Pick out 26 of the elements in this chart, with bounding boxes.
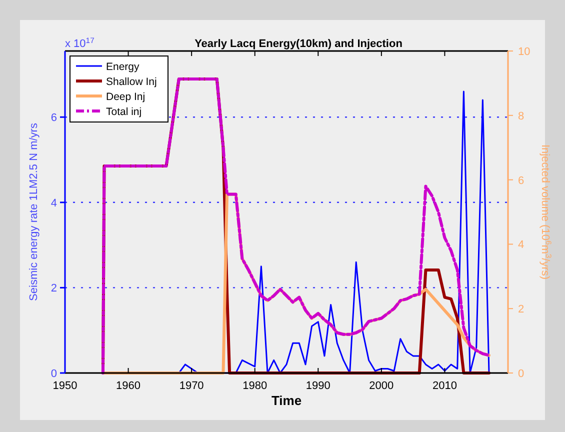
chart-title: Yearly Lacq Energy(10km) and Injection: [194, 38, 403, 50]
y-tick-label: 0: [50, 368, 57, 380]
y-tick-label: 2: [50, 282, 57, 295]
x-tick-label: 1960: [116, 380, 141, 392]
line-series: [178, 90, 490, 374]
y2-tick-label: 8: [518, 110, 524, 122]
y2-tick-label: 10: [518, 46, 530, 58]
x-tick-label: 1950: [52, 380, 78, 392]
y2-tick-label: 6: [518, 174, 524, 187]
x-tick-label: 1990: [306, 380, 330, 392]
y2-tick-label: 2: [518, 304, 524, 316]
y-axis-title: Seismic energy rate 1LM2.5 N m/yrs: [28, 122, 40, 301]
y-tick-label: 6: [50, 112, 57, 124]
legend-label: Shallow Inj: [106, 76, 157, 88]
y2-tick-label: 0: [518, 368, 524, 380]
x-tick-label: 2000: [369, 380, 394, 392]
legend-label: Total inj: [106, 106, 142, 118]
x-axis-title: Time: [271, 393, 302, 408]
y-tick-label: 4: [50, 197, 57, 210]
legend-label: Energy: [106, 61, 140, 73]
legend-label: Deep Inj: [106, 91, 146, 103]
x-tick-label: 1980: [242, 380, 268, 392]
x-tick-label: 1970: [179, 380, 204, 392]
y2-tick-label: 4: [518, 239, 524, 252]
text: x 10$^{17}$: [65, 36, 94, 50]
x-tick-label: 2010: [432, 380, 457, 392]
